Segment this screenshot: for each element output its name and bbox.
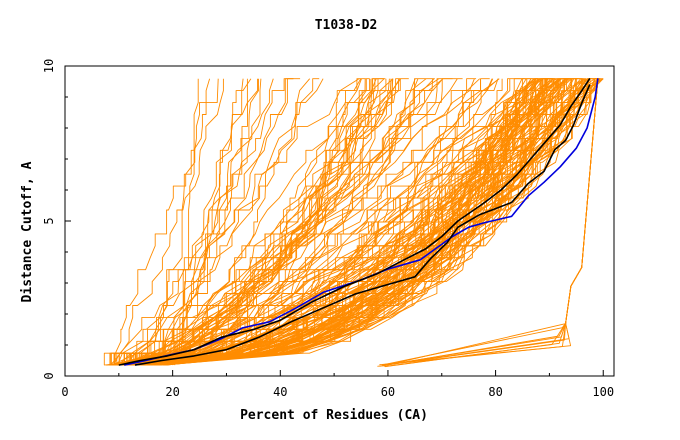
model-curve bbox=[164, 78, 537, 366]
x-tick-label: 60 bbox=[381, 385, 395, 399]
model-curve bbox=[169, 78, 244, 366]
highlight-series-black-2 bbox=[134, 84, 591, 366]
model-curve bbox=[110, 78, 385, 366]
model-curve bbox=[108, 78, 386, 366]
x-axis-label: Percent of Residues (CA) bbox=[240, 408, 428, 423]
model-curve bbox=[111, 78, 494, 366]
axes-group: 0 20 40 60 80 100 0 5 10 bbox=[42, 59, 615, 399]
model-curve bbox=[116, 78, 540, 366]
model-curve bbox=[152, 78, 601, 366]
model-curve bbox=[151, 78, 248, 366]
model-curve bbox=[153, 78, 274, 366]
model-curve bbox=[155, 78, 535, 366]
model-curve bbox=[160, 78, 375, 366]
y-tick-label: 10 bbox=[42, 59, 56, 73]
model-curve bbox=[165, 78, 311, 366]
chart-title: T1038-D2 bbox=[315, 18, 378, 33]
model-curve bbox=[158, 78, 211, 366]
model-curve bbox=[134, 78, 434, 366]
model-curve bbox=[174, 78, 199, 366]
model-curve bbox=[132, 78, 371, 366]
model-curve bbox=[110, 78, 224, 366]
highlight-series-blue-0 bbox=[124, 78, 599, 366]
model-curve bbox=[143, 78, 453, 366]
x-tick-label: 20 bbox=[165, 385, 179, 399]
model-curve bbox=[151, 78, 539, 366]
model-curve bbox=[113, 78, 219, 366]
y-tick-label: 0 bbox=[42, 372, 56, 379]
model-curve bbox=[117, 78, 293, 366]
series-group bbox=[103, 77, 604, 368]
model-curve bbox=[127, 78, 324, 366]
model-curve bbox=[113, 78, 360, 366]
model-curve bbox=[109, 78, 400, 366]
model-curve bbox=[139, 78, 393, 366]
model-curve bbox=[129, 78, 252, 366]
x-tick-label: 80 bbox=[488, 385, 502, 399]
model-curve bbox=[148, 78, 444, 366]
y-axis-label: Distance Cutoff, A bbox=[20, 161, 35, 302]
model-curve bbox=[142, 78, 541, 366]
model-curve bbox=[108, 78, 525, 366]
x-tick-label: 0 bbox=[61, 385, 68, 399]
y-tick-label: 5 bbox=[42, 217, 56, 224]
model-curve bbox=[129, 78, 499, 366]
model-curve bbox=[122, 78, 493, 366]
model-curve bbox=[141, 78, 481, 366]
model-curve bbox=[144, 78, 583, 366]
model-curve bbox=[117, 78, 400, 366]
model-curve bbox=[379, 78, 599, 366]
model-curve bbox=[129, 78, 394, 366]
model-curve bbox=[165, 78, 362, 366]
model-curve bbox=[144, 78, 563, 366]
x-tick-label: 100 bbox=[592, 385, 614, 399]
model-curve bbox=[162, 78, 586, 366]
x-tick-label: 40 bbox=[273, 385, 287, 399]
highlight-series-black-1 bbox=[118, 77, 591, 366]
